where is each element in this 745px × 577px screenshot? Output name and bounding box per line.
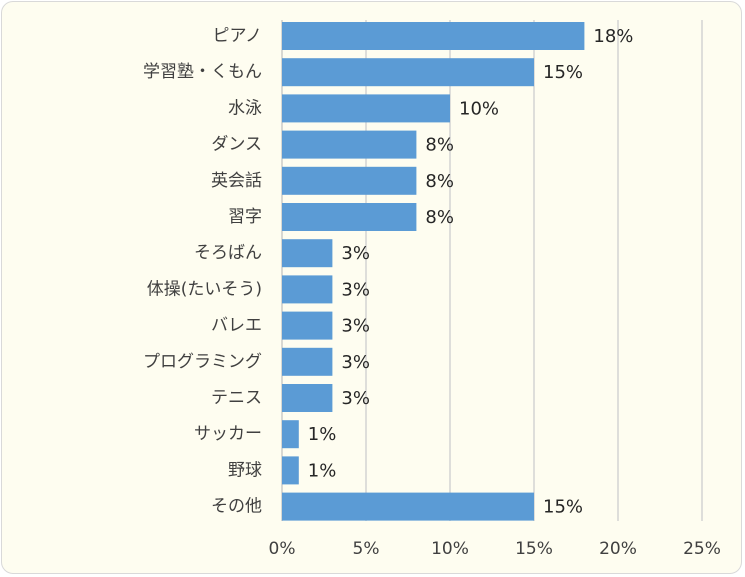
bar xyxy=(282,58,534,87)
x-tick-label: 25% xyxy=(683,539,721,559)
bar xyxy=(282,166,417,195)
data-label: 8% xyxy=(425,207,454,228)
value-labels: 18%15%10%8%8%8%3%3%3%3%3%1%1%15% xyxy=(308,26,634,518)
category-label: 体操(たいそう) xyxy=(147,279,262,299)
data-label: 3% xyxy=(341,352,370,373)
bar xyxy=(282,203,417,231)
data-label: 3% xyxy=(341,388,370,409)
bar xyxy=(282,130,417,159)
x-tick-label: 10% xyxy=(431,539,469,559)
category-label: テニス xyxy=(211,388,262,408)
data-label: 3% xyxy=(341,279,370,300)
x-tick-label: 15% xyxy=(515,539,553,559)
bar xyxy=(282,492,534,521)
category-label: そろばん xyxy=(194,243,262,263)
category-label: プログラミング xyxy=(143,352,262,372)
bar xyxy=(282,420,299,449)
bar xyxy=(282,22,585,50)
bar xyxy=(282,347,333,376)
category-label: 水泳 xyxy=(228,98,262,118)
category-label: 学習塾・くもん xyxy=(143,61,262,82)
data-label: 15% xyxy=(543,497,583,518)
data-label: 18% xyxy=(593,26,633,47)
bar xyxy=(282,456,299,485)
data-label: 8% xyxy=(425,135,454,156)
category-label: サッカー xyxy=(194,424,262,444)
category-label: ピアノ xyxy=(213,26,262,46)
data-label: 8% xyxy=(425,171,454,192)
x-axis-tick-labels: 0% 5% 10% 15% 20% 25% xyxy=(269,539,721,559)
x-tick-label: 20% xyxy=(599,539,637,559)
category-label: ダンス xyxy=(211,135,262,155)
x-tick-label: 0% xyxy=(269,539,296,559)
data-label: 1% xyxy=(308,424,337,445)
bars xyxy=(282,22,585,521)
category-label: 習字 xyxy=(228,207,262,227)
x-tick-label: 5% xyxy=(353,539,380,559)
bar xyxy=(282,94,450,123)
category-label: バレエ xyxy=(211,316,262,336)
data-label: 15% xyxy=(543,62,583,83)
bar xyxy=(282,384,333,412)
bar xyxy=(282,311,333,340)
data-label: 3% xyxy=(341,243,370,264)
category-label: 野球 xyxy=(228,460,262,480)
category-label: 英会話 xyxy=(211,171,262,191)
bar xyxy=(282,239,333,268)
category-label: その他 xyxy=(211,497,262,517)
bar xyxy=(282,275,333,304)
data-label: 3% xyxy=(341,316,370,337)
data-label: 10% xyxy=(459,98,499,119)
data-label: 1% xyxy=(308,460,337,481)
